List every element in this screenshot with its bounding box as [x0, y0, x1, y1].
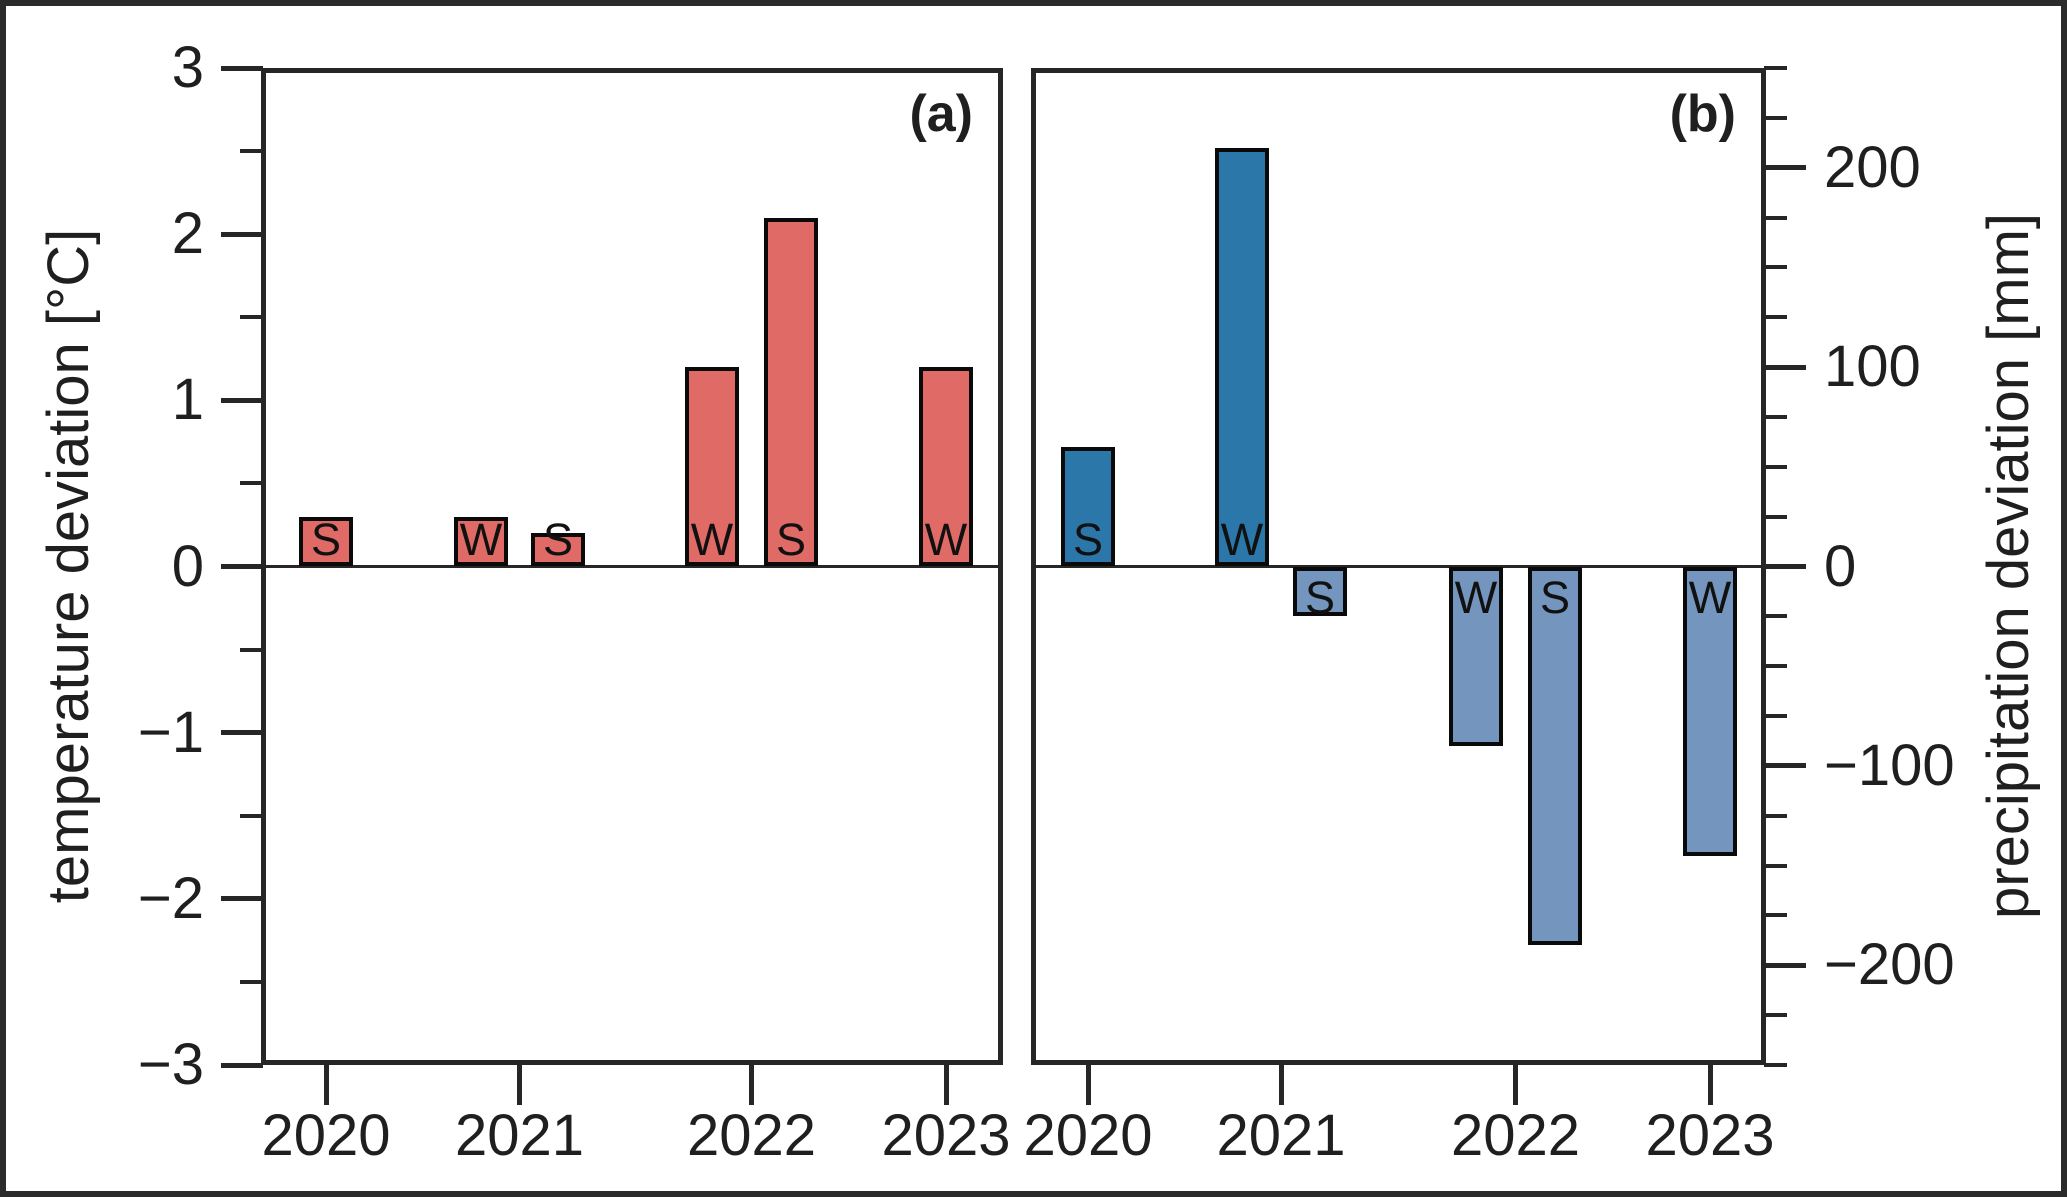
y-tick-label: 0	[171, 533, 204, 599]
bar-season-label: W	[1220, 513, 1264, 565]
bar-2021-W	[454, 516, 508, 567]
y-major-tick	[221, 896, 263, 902]
y-minor-tick	[1764, 265, 1787, 270]
x-tick-label: 2022	[1450, 1103, 1581, 1168]
y-minor-tick	[240, 647, 263, 652]
bar-season-label: S	[1304, 571, 1335, 623]
y-tick-label: 200	[1824, 134, 1921, 200]
x-tick	[1707, 1063, 1713, 1105]
x-tick	[1513, 1063, 1518, 1105]
y-tick-label: 1	[171, 367, 204, 433]
y-minor-tick	[240, 315, 263, 320]
y-major-tick	[221, 65, 263, 71]
bar-season-label: W	[1454, 571, 1498, 623]
zero-baseline	[261, 565, 1003, 568]
x-tick	[749, 1063, 754, 1105]
y-minor-tick	[1764, 514, 1787, 519]
precipitation-axis-label: precipitation deviation [mm]	[1976, 213, 2041, 919]
y-major-tick	[1764, 763, 1806, 769]
y-major-tick	[221, 231, 263, 237]
y-tick-label: 2	[171, 201, 204, 267]
bar-2022-W	[1449, 566, 1503, 746]
x-tick-label: 2021	[454, 1103, 585, 1168]
y-major-tick	[1764, 962, 1806, 968]
bar-2022-S	[1528, 566, 1582, 946]
y-minor-tick	[1764, 813, 1787, 818]
y-minor-tick	[1764, 1013, 1787, 1018]
bar-season-label: S	[775, 513, 806, 565]
y-tick-label: 0	[1824, 533, 1857, 599]
bar-season-label: S	[1539, 571, 1570, 623]
y-major-tick	[221, 564, 263, 569]
x-tick	[517, 1063, 522, 1105]
x-tick	[1085, 1063, 1091, 1105]
y-minor-tick	[1764, 315, 1787, 320]
temperature-axis-label: temperature deviation [°C]	[36, 228, 101, 904]
bar-season-label: W	[459, 513, 503, 565]
y-tick-label: −3	[137, 1032, 204, 1097]
y-minor-tick	[1764, 1063, 1787, 1067]
x-tick-label: 2021	[1216, 1103, 1346, 1168]
y-minor-tick	[1764, 714, 1787, 719]
y-minor-tick	[1764, 115, 1787, 120]
bar-season-label: W	[1688, 571, 1732, 623]
y-major-tick	[1764, 364, 1806, 370]
y-tick-label: −100	[1824, 732, 1955, 798]
bar-season-label: S	[310, 513, 341, 565]
bar-2020-S	[1061, 446, 1115, 567]
y-minor-tick	[1764, 215, 1787, 220]
y-minor-tick	[1764, 664, 1787, 669]
y-tick-label: −2	[137, 865, 204, 931]
bar-season-label: S	[542, 513, 573, 565]
y-tick-label: −200	[1824, 932, 1955, 998]
y-tick-label: 3	[171, 35, 204, 100]
y-minor-tick	[240, 813, 263, 818]
x-tick-label: 2020	[1023, 1103, 1153, 1168]
y-minor-tick	[1764, 414, 1787, 419]
y-minor-tick	[240, 149, 263, 154]
panel-tag-b: (b)	[1669, 85, 1736, 143]
y-major-tick	[1764, 564, 1806, 569]
bar-season-label: W	[690, 513, 734, 565]
y-minor-tick	[240, 481, 263, 486]
x-tick-label: 2022	[686, 1103, 817, 1168]
y-minor-tick	[240, 979, 263, 984]
bar-2023-W	[1683, 566, 1737, 856]
y-minor-tick	[1764, 913, 1787, 918]
y-tick-label: 100	[1824, 334, 1921, 400]
panel-tag-a: (a)	[909, 85, 973, 143]
zero-baseline	[1031, 565, 1766, 568]
bar-season-label: S	[1072, 513, 1103, 565]
y-minor-tick	[1764, 614, 1787, 619]
bar-2021-S	[1293, 566, 1347, 617]
bar-2021-W	[1215, 147, 1269, 567]
bar-2020-S	[299, 516, 353, 567]
y-minor-tick	[1764, 66, 1787, 70]
x-tick-label: 2023	[1645, 1103, 1775, 1168]
y-major-tick	[221, 1062, 263, 1068]
y-minor-tick	[1764, 863, 1787, 868]
bar-season-label: W	[924, 513, 968, 565]
x-tick	[1278, 1063, 1284, 1105]
bar-2022-W	[685, 367, 739, 567]
bar-2022-S	[764, 217, 818, 567]
x-tick-label: 2023	[881, 1103, 1011, 1168]
x-tick-label: 2020	[261, 1103, 391, 1168]
y-minor-tick	[1764, 464, 1787, 469]
x-tick	[323, 1063, 329, 1105]
y-major-tick	[221, 397, 263, 403]
y-tick-label: −1	[137, 699, 204, 765]
bar-2023-W	[919, 367, 973, 567]
y-major-tick	[1764, 165, 1806, 171]
y-major-tick	[221, 730, 263, 736]
x-tick	[943, 1063, 949, 1105]
bar-2021-S	[531, 533, 585, 567]
